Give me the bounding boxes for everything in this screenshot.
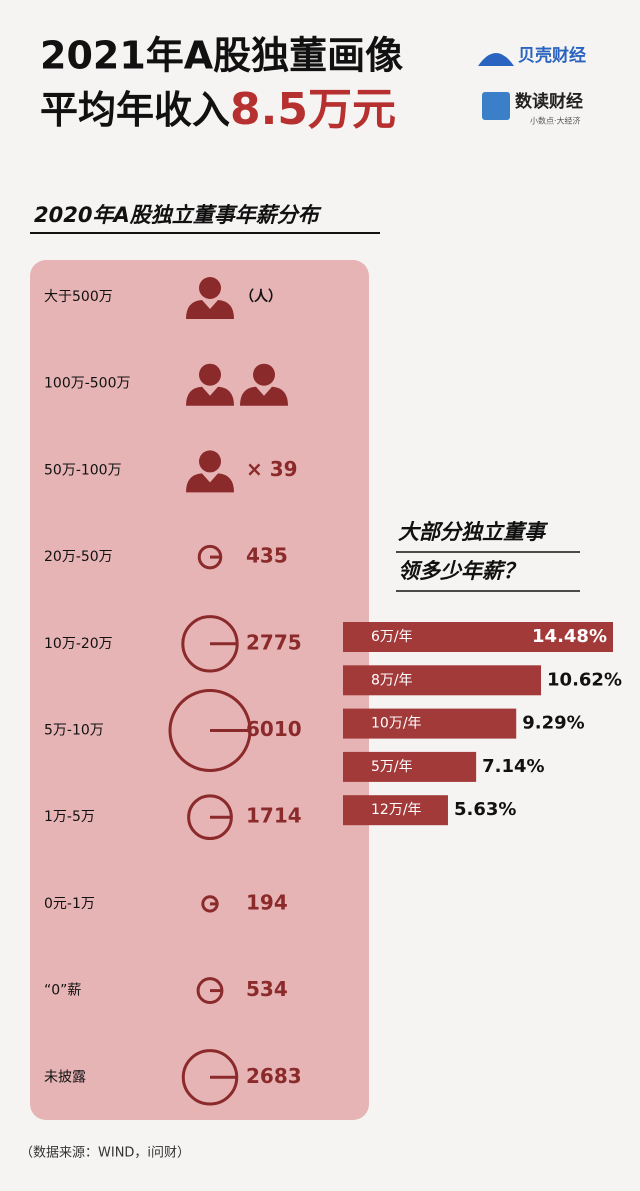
bar-category: 12万/年 — [371, 802, 422, 818]
bar-category: 8万/年 — [371, 672, 413, 688]
chart-title: 领多少年薪？ — [398, 559, 524, 583]
category-label: 大于500万 — [44, 289, 113, 305]
person-icon — [240, 363, 288, 406]
value-label: 1714 — [246, 804, 302, 828]
bar — [343, 622, 613, 652]
person-body — [186, 473, 234, 493]
value-label: 534 — [246, 977, 288, 1001]
category-label: 0元-1万 — [44, 896, 95, 912]
bar — [343, 708, 517, 739]
value-label: 2683 — [246, 1064, 302, 1088]
chart-title: 大部分独立董事 — [398, 520, 549, 544]
title-prefix: 平均年收入 — [40, 88, 230, 132]
value-label: 5.63% — [454, 799, 516, 820]
category-label: 5万-10万 — [44, 723, 104, 739]
person-icon — [186, 363, 234, 406]
category-label: 10万-20万 — [44, 636, 113, 652]
person-body — [240, 386, 288, 406]
bar-category: 6万/年 — [371, 629, 413, 645]
value-label: 7.14% — [482, 756, 544, 777]
logo1-icon — [478, 53, 514, 66]
panel — [30, 260, 369, 1120]
logo1: 贝壳财经 — [478, 45, 586, 66]
logo2: 数读财经 小数点·大经济 — [482, 91, 583, 126]
person-head — [253, 363, 275, 386]
value-label: 14.48% — [532, 626, 607, 647]
value-label: 2775 — [246, 630, 302, 654]
person-head — [199, 450, 221, 473]
person-body — [186, 386, 234, 406]
value-label: 10.62% — [547, 669, 622, 690]
logo2-slogan: 小数点·大经济 — [530, 116, 581, 126]
logo2-text: 数读财经 — [515, 91, 583, 112]
value-label: 9.29% — [522, 713, 584, 734]
person-body — [186, 300, 234, 319]
source: （数据来源：WIND，i问财） — [20, 1146, 190, 1161]
section-title: 2020年A股独立董事年薪分布 — [34, 203, 322, 227]
title-highlight: 8.5万元 — [230, 84, 396, 135]
value-label: 435 — [246, 544, 288, 568]
person-head — [199, 363, 221, 386]
bar — [343, 795, 448, 826]
title-line1: 2021年A股独董画像 — [40, 34, 403, 78]
person-head — [199, 277, 221, 299]
value-label: 6010 — [246, 717, 302, 741]
bar-category: 10万/年 — [371, 716, 422, 732]
logo1-text: 贝壳财经 — [518, 45, 586, 66]
bar — [343, 751, 477, 782]
category-label: 1万-5万 — [44, 809, 95, 825]
person-icon — [186, 277, 234, 319]
unit-label: （人） — [240, 288, 282, 305]
bar-category: 5万/年 — [371, 759, 413, 775]
bar — [343, 665, 542, 696]
logo2-icon — [482, 92, 510, 120]
value-label: 194 — [246, 890, 288, 914]
category-label: “0”薪 — [44, 983, 81, 999]
category-label: 未披露 — [44, 1069, 86, 1085]
category-label: 50万-100万 — [44, 462, 122, 478]
category-label: 100万-500万 — [44, 376, 131, 392]
person-icon — [186, 450, 234, 493]
value-label: × 39 — [246, 457, 298, 481]
category-label: 20万-50万 — [44, 549, 113, 565]
title-line2: 平均年收入8.5万元 — [40, 84, 396, 135]
